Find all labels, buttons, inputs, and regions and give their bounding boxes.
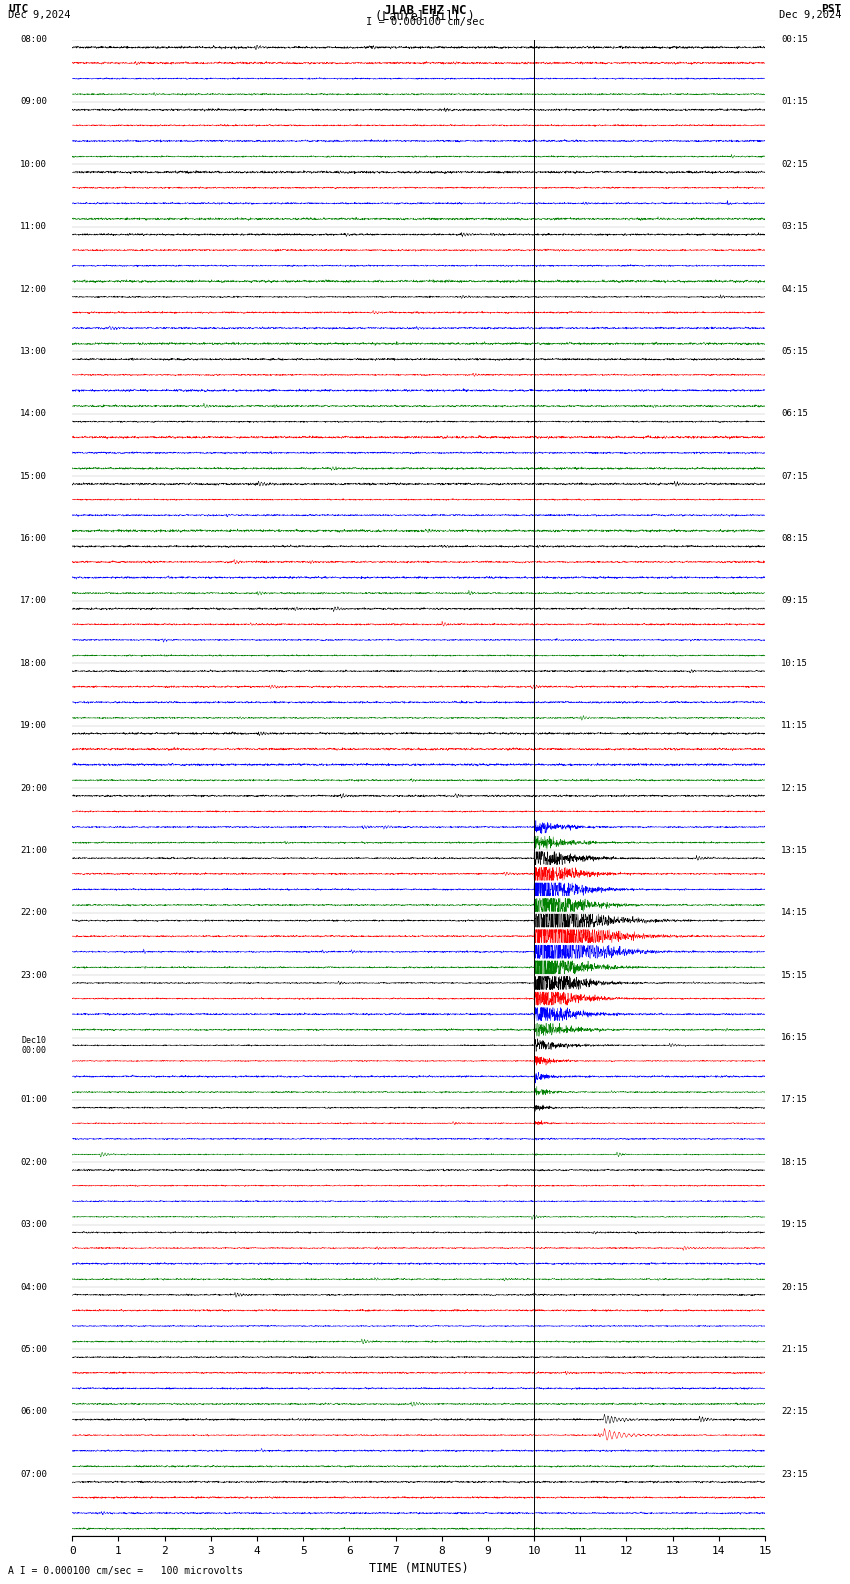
Text: 15:00: 15:00	[20, 472, 47, 480]
Text: 15:15: 15:15	[781, 971, 808, 979]
Text: 04:00: 04:00	[20, 1283, 47, 1291]
Text: 12:15: 12:15	[781, 784, 808, 792]
Text: 13:00: 13:00	[20, 347, 47, 356]
Text: I = 0.000100 cm/sec: I = 0.000100 cm/sec	[366, 16, 484, 27]
Text: 22:15: 22:15	[781, 1407, 808, 1416]
Text: 11:00: 11:00	[20, 222, 47, 231]
Text: 10:00: 10:00	[20, 160, 47, 169]
Text: 21:00: 21:00	[20, 846, 47, 855]
Text: UTC: UTC	[8, 3, 29, 14]
Text: 18:00: 18:00	[20, 659, 47, 668]
Text: Dec 9,2024: Dec 9,2024	[8, 10, 71, 21]
Text: 03:00: 03:00	[20, 1220, 47, 1229]
Text: Dec10
00:00: Dec10 00:00	[22, 1036, 47, 1055]
Text: 01:00: 01:00	[20, 1096, 47, 1104]
Text: 02:15: 02:15	[781, 160, 808, 169]
X-axis label: TIME (MINUTES): TIME (MINUTES)	[369, 1562, 468, 1574]
Text: 01:15: 01:15	[781, 98, 808, 106]
Text: 19:00: 19:00	[20, 721, 47, 730]
Text: 09:15: 09:15	[781, 597, 808, 605]
Text: 20:15: 20:15	[781, 1283, 808, 1291]
Text: 07:00: 07:00	[20, 1470, 47, 1478]
Text: 09:00: 09:00	[20, 98, 47, 106]
Text: 06:00: 06:00	[20, 1407, 47, 1416]
Text: 04:15: 04:15	[781, 285, 808, 293]
Text: 08:00: 08:00	[20, 35, 47, 44]
Text: 21:15: 21:15	[781, 1345, 808, 1354]
Text: 16:00: 16:00	[20, 534, 47, 543]
Text: 07:15: 07:15	[781, 472, 808, 480]
Text: 11:15: 11:15	[781, 721, 808, 730]
Text: (Laurel Hill ): (Laurel Hill )	[375, 10, 475, 24]
Text: 16:15: 16:15	[781, 1033, 808, 1042]
Text: A I = 0.000100 cm/sec =   100 microvolts: A I = 0.000100 cm/sec = 100 microvolts	[8, 1567, 243, 1576]
Text: 05:00: 05:00	[20, 1345, 47, 1354]
Text: JLAB EHZ NC: JLAB EHZ NC	[383, 3, 467, 17]
Text: 14:00: 14:00	[20, 409, 47, 418]
Text: 17:15: 17:15	[781, 1096, 808, 1104]
Text: 03:15: 03:15	[781, 222, 808, 231]
Text: 14:15: 14:15	[781, 908, 808, 917]
Text: 13:15: 13:15	[781, 846, 808, 855]
Text: 20:00: 20:00	[20, 784, 47, 792]
Text: 00:15: 00:15	[781, 35, 808, 44]
Text: 18:15: 18:15	[781, 1158, 808, 1167]
Text: 12:00: 12:00	[20, 285, 47, 293]
Text: 23:15: 23:15	[781, 1470, 808, 1478]
Text: 05:15: 05:15	[781, 347, 808, 356]
Text: 17:00: 17:00	[20, 597, 47, 605]
Text: 19:15: 19:15	[781, 1220, 808, 1229]
Text: 06:15: 06:15	[781, 409, 808, 418]
Text: 08:15: 08:15	[781, 534, 808, 543]
Text: 02:00: 02:00	[20, 1158, 47, 1167]
Text: 10:15: 10:15	[781, 659, 808, 668]
Text: 23:00: 23:00	[20, 971, 47, 979]
Text: 22:00: 22:00	[20, 908, 47, 917]
Text: Dec 9,2024: Dec 9,2024	[779, 10, 842, 21]
Text: PST: PST	[821, 3, 842, 14]
